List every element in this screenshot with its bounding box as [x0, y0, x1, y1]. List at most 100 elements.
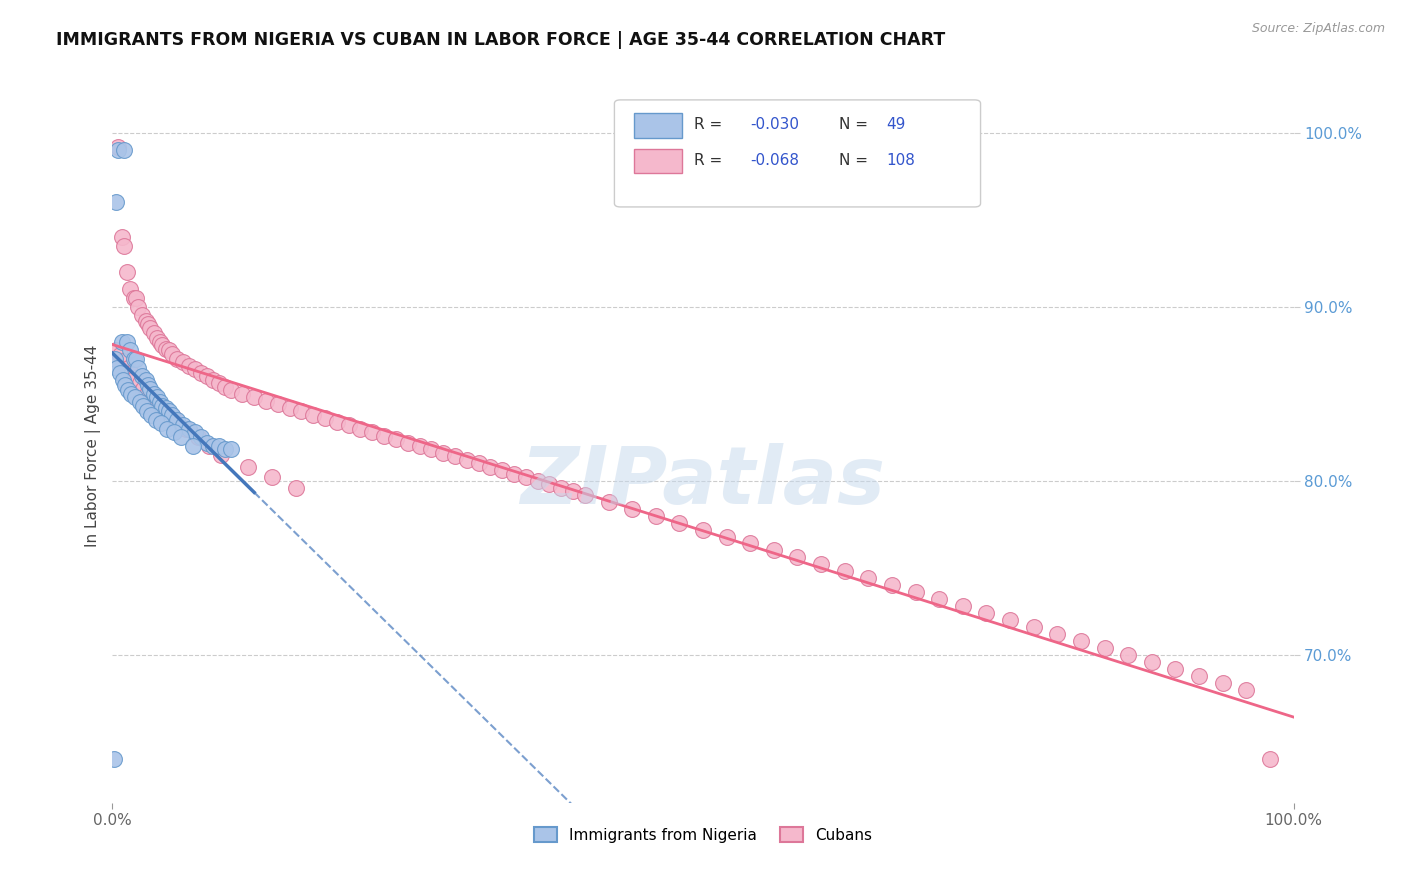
Point — [139, 382, 162, 396]
Point — [166, 351, 188, 366]
Point — [186, 430, 208, 444]
Point — [1188, 669, 1211, 683]
Point — [880, 578, 903, 592]
Point — [146, 331, 169, 345]
Point — [104, 351, 127, 366]
Point — [184, 425, 207, 439]
Point — [786, 550, 808, 565]
Point — [526, 474, 548, 488]
Point — [179, 359, 201, 373]
Point — [456, 453, 478, 467]
Point — [141, 408, 163, 422]
Point — [231, 386, 253, 401]
Point — [145, 397, 167, 411]
Point — [155, 401, 177, 415]
Point — [668, 516, 690, 530]
Point — [326, 415, 349, 429]
Point — [114, 378, 136, 392]
Point — [243, 390, 266, 404]
Point — [1094, 640, 1116, 655]
Point — [105, 343, 128, 358]
Point — [190, 430, 212, 444]
Point — [111, 230, 134, 244]
Point — [132, 382, 155, 396]
Point — [1212, 675, 1234, 690]
Point — [105, 195, 128, 210]
Point — [740, 536, 762, 550]
Point — [142, 386, 165, 401]
Point — [149, 417, 172, 431]
Point — [491, 463, 513, 477]
Point — [190, 366, 212, 380]
Point — [1258, 752, 1281, 766]
Point — [290, 404, 312, 418]
Point — [179, 421, 201, 435]
Point — [112, 373, 135, 387]
Point — [107, 139, 129, 153]
FancyBboxPatch shape — [614, 100, 980, 207]
Point — [156, 421, 179, 435]
Point — [479, 459, 502, 474]
Point — [128, 376, 150, 391]
Point — [124, 390, 146, 404]
Point — [1116, 648, 1139, 662]
Point — [254, 393, 277, 408]
Point — [904, 585, 927, 599]
Point — [644, 508, 666, 523]
Point — [115, 334, 138, 349]
Point — [574, 488, 596, 502]
Point — [302, 408, 325, 422]
Point — [120, 343, 142, 358]
Point — [858, 571, 880, 585]
Point — [1046, 627, 1069, 641]
Point — [385, 432, 408, 446]
Point — [160, 347, 183, 361]
Point — [337, 418, 360, 433]
Point — [120, 386, 142, 401]
Point — [550, 481, 572, 495]
Point — [120, 282, 142, 296]
Text: N =: N = — [839, 153, 868, 168]
Text: R =: R = — [693, 118, 721, 132]
Text: -0.030: -0.030 — [751, 118, 799, 132]
Point — [267, 397, 290, 411]
Point — [125, 351, 148, 366]
Point — [467, 457, 489, 471]
Point — [598, 494, 620, 508]
Point — [135, 373, 157, 387]
Point — [117, 384, 139, 398]
Text: ZIPatlas: ZIPatlas — [520, 442, 886, 521]
Text: Source: ZipAtlas.com: Source: ZipAtlas.com — [1251, 22, 1385, 36]
Point — [152, 404, 174, 418]
Point — [115, 265, 138, 279]
Text: N =: N = — [839, 118, 868, 132]
Point — [716, 529, 738, 543]
Point — [107, 143, 129, 157]
Point — [131, 309, 153, 323]
Point — [952, 599, 974, 614]
Point — [112, 143, 135, 157]
Point — [146, 390, 169, 404]
Point — [201, 439, 224, 453]
Point — [201, 373, 224, 387]
Point — [444, 450, 467, 464]
Point — [219, 384, 242, 398]
Point — [810, 558, 832, 572]
Point — [122, 291, 145, 305]
Point — [135, 314, 157, 328]
Point — [361, 425, 384, 439]
Point — [170, 430, 193, 444]
Point — [117, 360, 139, 375]
Point — [127, 360, 149, 375]
Point — [1070, 634, 1092, 648]
Point — [538, 477, 561, 491]
Point — [108, 366, 131, 380]
Point — [562, 484, 585, 499]
Point — [163, 425, 186, 439]
FancyBboxPatch shape — [634, 149, 682, 173]
Point — [127, 300, 149, 314]
Point — [139, 320, 162, 334]
Point — [136, 317, 159, 331]
Point — [278, 401, 301, 415]
Point — [408, 439, 430, 453]
